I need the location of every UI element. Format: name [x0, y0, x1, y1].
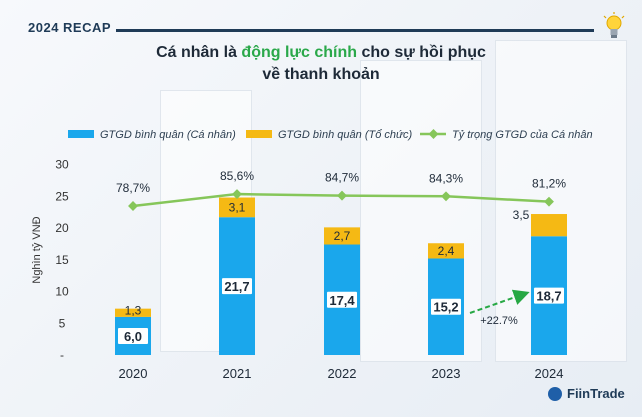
bar-institutional	[115, 308, 151, 317]
bar-value-label: 17,4	[329, 293, 355, 308]
bar-value-label: 18,7	[536, 289, 561, 304]
legend-swatch	[246, 130, 272, 138]
y-tick-label: 25	[55, 189, 69, 203]
bar-institutional	[531, 214, 567, 237]
lightbulb-icon	[603, 12, 625, 38]
bar-value-box	[534, 287, 564, 304]
bar-value-label: 6,0	[124, 329, 142, 344]
title-prefix: Cá nhân là	[156, 44, 242, 61]
legend-marker	[428, 129, 439, 139]
x-tick-label: 2020	[119, 366, 148, 381]
bar-value-label: 15,2	[433, 300, 458, 315]
header-title: 2024 RECAP	[28, 20, 112, 35]
share-value-label: 84,3%	[429, 171, 463, 185]
growth-arrow	[469, 289, 530, 314]
bar-value-label: 1,3	[125, 304, 142, 318]
share-value-label: 78,7%	[116, 181, 150, 195]
bar-institutional	[324, 227, 360, 245]
x-tick-label: 2022	[328, 366, 357, 381]
y-tick-label: 20	[55, 221, 69, 235]
x-tick-label: 2023	[432, 366, 461, 381]
fiintrade-logo-icon	[548, 387, 562, 401]
share-point	[128, 201, 138, 211]
bar-value-label: 3,1	[229, 200, 246, 214]
legend-swatch	[68, 130, 94, 138]
bar-institutional	[219, 197, 255, 218]
bar-value-box	[327, 291, 357, 308]
header-divider	[116, 29, 594, 32]
brand-name: FiinTrade	[567, 386, 625, 401]
share-value-label: 81,2%	[532, 177, 566, 191]
title-suffix: cho sự hồi phục	[357, 44, 486, 61]
bar-value-label: 21,7	[224, 279, 249, 294]
legend-label: GTGD bình quân (Tổ chức)	[278, 129, 412, 141]
share-point	[441, 191, 451, 202]
bar-value-box	[222, 278, 252, 295]
y-axis-label: Nghìn tỷ VNĐ	[31, 216, 43, 283]
legend-label: GTGD bình quân (Cá nhân)	[100, 129, 236, 141]
y-tick-label: 15	[55, 253, 69, 267]
share-point	[232, 189, 242, 200]
share-value-label: 85,6%	[220, 169, 254, 183]
y-tick-label: 5	[59, 316, 66, 330]
title-highlight: động lực chính	[241, 44, 357, 61]
share-point	[337, 190, 347, 201]
bar-value-label: 2,7	[334, 229, 351, 243]
bar-value-label: 2,4	[438, 244, 455, 258]
y-tick-label: 30	[55, 158, 69, 172]
x-tick-label: 2021	[223, 366, 252, 381]
bar-value-box	[118, 327, 148, 344]
share-point	[544, 196, 554, 207]
legend-label: Tỷ trọng GTGD của Cá nhân	[452, 129, 593, 141]
chart-title-line2: về thanh khoản	[262, 66, 380, 83]
bar-value-label: 3,5	[513, 208, 530, 222]
growth-annotation: +22.7%	[480, 315, 518, 327]
bar-institutional	[428, 243, 464, 259]
y-tick-label: 10	[55, 285, 69, 299]
share-value-label: 84,7%	[325, 171, 359, 185]
y-tick-label: -	[60, 348, 64, 362]
bar-value-box	[431, 298, 461, 315]
chart-title: Cá nhân là động lực chính cho sự hồi phụ…	[0, 44, 642, 62]
x-tick-label: 2024	[535, 366, 564, 381]
